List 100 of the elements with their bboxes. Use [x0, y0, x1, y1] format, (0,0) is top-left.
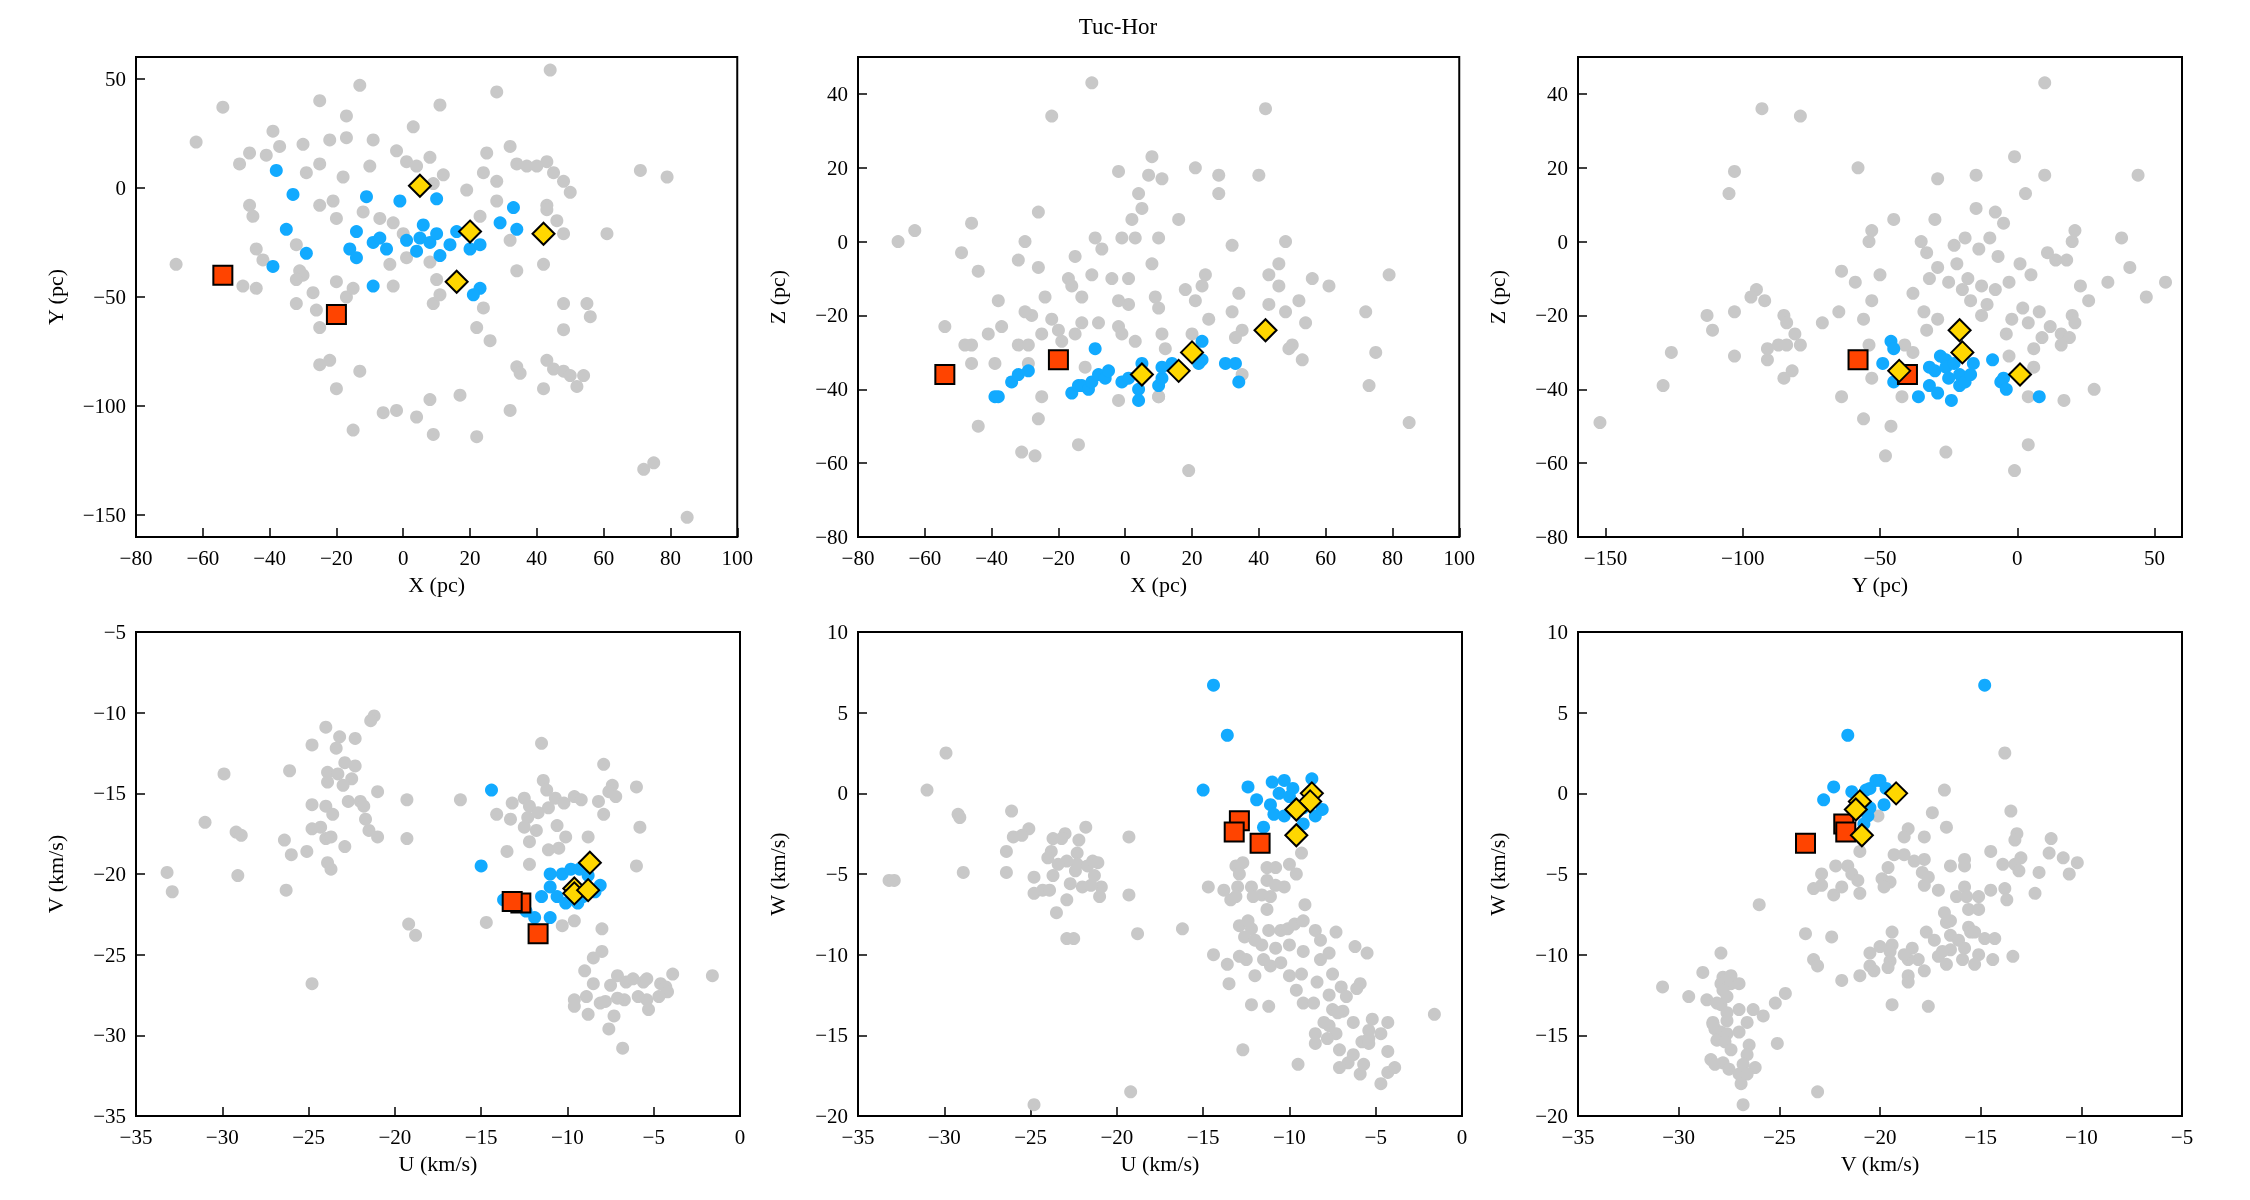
point	[286, 187, 300, 201]
point	[1277, 773, 1291, 787]
point	[359, 190, 373, 204]
point	[1195, 334, 1209, 348]
point	[1011, 368, 1025, 382]
point	[1966, 356, 1980, 370]
y-tick-label: −150	[82, 503, 126, 528]
y-tick-label: −40	[815, 377, 848, 402]
point	[366, 279, 380, 293]
point	[485, 783, 498, 797]
point	[466, 288, 480, 302]
point	[430, 227, 444, 241]
point	[1931, 386, 1945, 400]
point	[1207, 678, 1220, 692]
x-tick-label: 100	[1443, 545, 1475, 570]
x-tick-label: −100	[1721, 545, 1765, 570]
point	[423, 235, 437, 249]
point	[1129, 362, 1154, 387]
x-tick-label: −25	[1762, 1124, 1796, 1149]
x-axis-title: Y (pc)	[1852, 571, 1908, 597]
x-tick-label: −60	[186, 545, 220, 570]
point	[1263, 798, 1277, 812]
x-tick-label: 100	[721, 545, 753, 570]
y-tick-label: −10	[1535, 942, 1568, 967]
y-tick-label: 20	[827, 155, 848, 180]
point	[576, 878, 601, 903]
x-tick-label: 40	[1248, 545, 1270, 570]
point	[430, 192, 444, 206]
y-tick-label: −20	[1535, 303, 1568, 328]
point	[1795, 832, 1817, 854]
y-tick-label: −10	[815, 942, 848, 967]
x-axis-title: V (km/s)	[1840, 1150, 1920, 1176]
y-tick-label: 50	[105, 66, 126, 91]
point	[373, 231, 387, 245]
point	[474, 859, 488, 873]
x-tick-label: −150	[1583, 545, 1628, 570]
y-tick-label: −80	[1535, 525, 1568, 549]
point	[393, 194, 407, 208]
point	[1997, 371, 2011, 385]
y-tick-label: −5	[1545, 862, 1568, 886]
y-axis-title: Z (pc)	[1484, 269, 1510, 325]
point	[1220, 728, 1234, 742]
point	[1841, 728, 1855, 742]
point	[1876, 356, 1890, 370]
y-tick-label: −20	[815, 1104, 848, 1128]
x-tick-label: −10	[1273, 1124, 1306, 1149]
point	[299, 246, 313, 260]
y-tick-label: 40	[827, 81, 848, 106]
x-tick-label: 20	[459, 545, 481, 570]
x-tick-label: −50	[1863, 545, 1897, 570]
x-tick-label: −5	[2170, 1124, 2194, 1149]
point	[1986, 353, 2000, 367]
y-tick-label: 10	[827, 620, 848, 644]
point	[501, 890, 523, 912]
point	[1166, 358, 1191, 383]
y-tick-label: 0	[1557, 781, 1568, 806]
point	[1942, 371, 1956, 385]
x-tick-label: −20	[319, 545, 353, 570]
point	[473, 238, 487, 252]
point	[1964, 368, 1978, 382]
x-tick-label: −20	[378, 1124, 412, 1149]
y-tick-label: 0	[115, 175, 126, 200]
y-tick-label: −25	[93, 942, 126, 967]
point	[2032, 390, 2046, 404]
y-tick-label: −100	[82, 394, 126, 419]
point	[1257, 820, 1271, 834]
x-tick-label: −25	[1014, 1124, 1047, 1149]
x-tick-label: −15	[464, 1124, 498, 1149]
y-tick-label: −20	[815, 303, 848, 328]
x-axis-title: X (pc)	[408, 571, 466, 597]
y-tick-label: 0	[837, 781, 848, 806]
point	[1223, 821, 1245, 843]
y-tick-label: −20	[93, 862, 126, 886]
point	[1843, 797, 1868, 822]
x-axis-title: U (km/s)	[1120, 1150, 1200, 1176]
point	[1228, 356, 1242, 370]
x-tick-label: −30	[927, 1124, 961, 1149]
x-tick-label: −20	[1863, 1124, 1897, 1149]
point	[1047, 349, 1069, 371]
point	[1887, 342, 1901, 356]
point	[407, 173, 432, 198]
point	[1849, 823, 1874, 848]
y-tick-label: −50	[93, 285, 126, 309]
point	[349, 251, 363, 265]
y-tick-label: −20	[1535, 1104, 1568, 1128]
x-axis-title: U (km/s)	[398, 1150, 478, 1176]
point	[1155, 371, 1169, 385]
point	[1817, 793, 1831, 807]
y-tick-label: −40	[1535, 377, 1568, 402]
y-axis-title: Y (pc)	[42, 269, 68, 325]
point	[934, 364, 956, 386]
x-tick-label: 50	[2144, 545, 2166, 570]
x-axis-title: X (pc)	[1130, 571, 1188, 597]
point	[1241, 780, 1255, 794]
x-tick-label: 60	[1315, 545, 1337, 570]
point	[443, 238, 457, 252]
point	[543, 911, 557, 925]
x-tick-label: 0	[397, 545, 409, 570]
y-tick-label: −30	[93, 1023, 126, 1048]
point	[1265, 775, 1279, 789]
